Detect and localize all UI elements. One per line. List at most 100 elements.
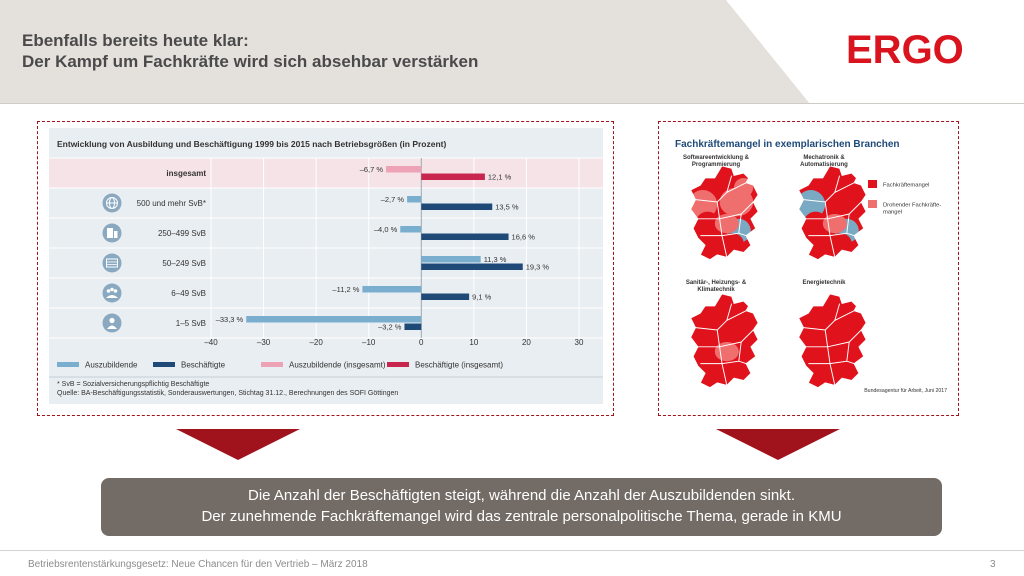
bar-auszubildende bbox=[407, 196, 422, 203]
bar-beschaeftigte bbox=[421, 263, 523, 270]
ergo-logo: ERGO bbox=[846, 28, 964, 72]
legend-label: Auszubildende (insgesamt) bbox=[289, 361, 386, 370]
maps-title: Fachkräftemangel in exemplarischen Branc… bbox=[675, 139, 900, 150]
map-label: Programmierung bbox=[692, 162, 741, 168]
category-label: 1–5 SvB bbox=[176, 319, 206, 328]
germany-map-shk bbox=[690, 293, 759, 389]
bar-beschaeftigte bbox=[421, 293, 470, 300]
header-band bbox=[0, 0, 1024, 104]
title-line-2: Der Kampf um Fachkräfte wird sich absehb… bbox=[22, 52, 479, 71]
globe-icon bbox=[102, 193, 122, 213]
map-region bbox=[798, 318, 826, 347]
region-border bbox=[806, 201, 829, 220]
data-label: –11,2 % bbox=[332, 285, 359, 294]
category-label: insgesamt bbox=[166, 169, 206, 178]
region-border bbox=[695, 182, 747, 203]
bar-auszubildende-insgesamt bbox=[386, 166, 422, 173]
data-label: 19,3 % bbox=[526, 263, 550, 272]
region-border bbox=[695, 310, 747, 331]
summary-line-1: Die Anzahl der Beschäftigten steigt, wäh… bbox=[247, 487, 796, 504]
region-border bbox=[846, 232, 855, 237]
chart-title: Entwicklung von Ausbildung und Beschäfti… bbox=[57, 139, 446, 149]
map-outline bbox=[798, 165, 867, 261]
x-tick-label: –10 bbox=[362, 338, 376, 347]
footer-text: Betriebsrentenstärkungsgesetz: Neue Chan… bbox=[28, 559, 368, 570]
data-label: 12,1 % bbox=[488, 173, 512, 182]
x-tick-label: 10 bbox=[469, 338, 478, 347]
category-label: 6–49 SvB bbox=[171, 289, 206, 298]
legend-label: Beschäftigte (insgesamt) bbox=[415, 361, 503, 370]
x-tick-label: –40 bbox=[204, 338, 218, 347]
data-label: –3,2 % bbox=[378, 323, 402, 332]
region-border bbox=[829, 213, 850, 237]
chart-source: Quelle: BA-Beschäftigungsstatistik, Sond… bbox=[57, 390, 398, 397]
region-border bbox=[829, 235, 836, 258]
region-border bbox=[829, 341, 850, 365]
map-source: Bundesagentur für Arbeit, Juni 2017 bbox=[864, 388, 947, 394]
region-border bbox=[803, 310, 855, 331]
map-region bbox=[695, 339, 720, 364]
map-outline bbox=[798, 293, 867, 389]
region-border bbox=[721, 363, 728, 386]
map-legend-swatch bbox=[868, 180, 877, 188]
data-label: –33,3 % bbox=[216, 315, 244, 324]
map-region bbox=[690, 190, 718, 219]
map-legend-label: Drohender Fachkräfte- bbox=[883, 203, 941, 209]
map-outline bbox=[690, 165, 759, 261]
bar-beschaeftigte bbox=[404, 323, 422, 330]
region-border bbox=[726, 175, 733, 193]
map-label: Automatisierung bbox=[800, 162, 848, 168]
germany-map-software bbox=[690, 165, 759, 261]
map-legend-label: mangel bbox=[883, 210, 902, 216]
map-label: Sanitär-, Heizungs- & bbox=[686, 280, 747, 286]
data-label: –4,0 % bbox=[374, 225, 398, 234]
x-tick-label: 0 bbox=[419, 338, 424, 347]
region-border bbox=[846, 360, 855, 365]
region-border bbox=[726, 303, 733, 321]
legend-swatch bbox=[153, 362, 175, 367]
bar-auszubildende bbox=[400, 226, 422, 233]
region-border bbox=[834, 303, 841, 321]
legend-swatch bbox=[261, 362, 283, 367]
map-region bbox=[806, 363, 830, 383]
total-row-highlight bbox=[49, 158, 603, 188]
region-border bbox=[719, 201, 754, 220]
region-border bbox=[827, 201, 862, 220]
data-label: 11,3 % bbox=[484, 255, 507, 264]
x-tick-label: –20 bbox=[309, 338, 323, 347]
legend-swatch bbox=[387, 362, 409, 367]
bar-beschaeftigte-insgesamt bbox=[421, 173, 485, 180]
category-label: 250–499 SvB bbox=[158, 229, 206, 238]
summary-box: Die Anzahl der Beschäftigten steigt, wäh… bbox=[101, 478, 942, 536]
chart-footnote: * SvB = Sozialversicherungspflichtig Bes… bbox=[57, 381, 209, 388]
map-label: Mechatronik & bbox=[803, 155, 845, 161]
region-border bbox=[698, 329, 721, 348]
region-border bbox=[803, 182, 855, 203]
bar-auszubildende bbox=[362, 286, 422, 293]
x-tick-label: –30 bbox=[257, 338, 271, 347]
region-border bbox=[738, 232, 747, 237]
region-border bbox=[719, 329, 754, 348]
legend-label: Beschäftigte bbox=[181, 361, 226, 370]
map-region bbox=[803, 211, 828, 236]
x-tick-label: 20 bbox=[522, 338, 531, 347]
map-region bbox=[798, 190, 826, 219]
data-label: 13,5 % bbox=[495, 203, 519, 212]
bar-chart: Entwicklung von Ausbildung und Beschäfti… bbox=[49, 139, 603, 397]
map-label: Klimatechnik bbox=[697, 287, 735, 293]
down-arrow-right bbox=[716, 429, 840, 460]
region-border bbox=[834, 175, 841, 193]
person-icon bbox=[102, 313, 122, 333]
map-region bbox=[698, 363, 722, 383]
map-region bbox=[695, 211, 720, 236]
germany-maps: Fachkräftemangel in exemplarischen Branc… bbox=[675, 139, 947, 394]
header-grey-shape bbox=[0, 0, 810, 104]
bar-beschaeftigte bbox=[421, 203, 493, 210]
map-region bbox=[690, 318, 718, 347]
map-legend-swatch bbox=[868, 200, 877, 208]
region-border bbox=[738, 360, 747, 365]
germany-map-energie bbox=[798, 293, 867, 389]
factory-icon bbox=[102, 253, 122, 273]
map-region bbox=[827, 233, 852, 253]
